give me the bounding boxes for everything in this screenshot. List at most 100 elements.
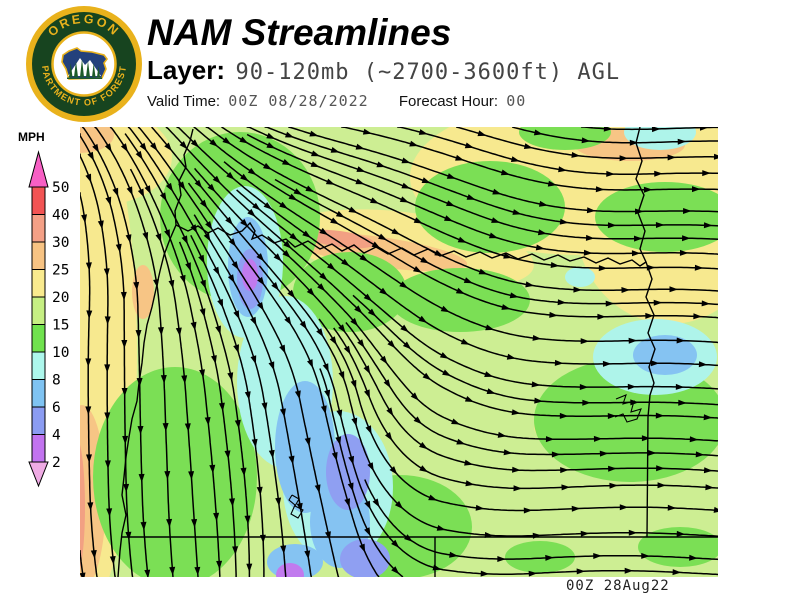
streamline-arrowhead <box>325 531 331 541</box>
streamline-arrowhead <box>234 419 241 429</box>
streamline-arrowhead <box>137 188 145 198</box>
streamline-arrowhead <box>348 455 354 465</box>
streamline-arrowhead <box>310 161 320 168</box>
legend-segment <box>31 296 46 325</box>
streamline-arrowhead <box>282 250 291 258</box>
streamline-arrowhead <box>561 484 571 491</box>
streamline <box>352 294 718 406</box>
columbia-river-border <box>175 221 647 267</box>
streamline-arrowhead <box>583 249 593 256</box>
streamline-arrowhead <box>153 279 159 288</box>
streamline-arrowhead <box>677 138 687 145</box>
map-canvas <box>80 127 718 577</box>
streamline-arrowhead <box>593 553 602 559</box>
streamline <box>319 368 404 577</box>
streamline-arrowhead <box>90 550 97 559</box>
streamline-arrowhead <box>672 569 682 576</box>
streamline-arrowhead <box>123 483 130 493</box>
odf-logo: OREGON DEPARTMENT OF FORESTRY <box>24 4 142 122</box>
legend-segment <box>31 186 46 215</box>
streamline-arrowhead <box>226 171 235 180</box>
streamline-arrowhead <box>120 143 128 153</box>
streamline-arrowhead <box>480 570 490 577</box>
streamline-arrowhead <box>512 466 521 473</box>
streamline-arrowhead <box>475 504 485 511</box>
streamline-arrowhead <box>376 161 386 168</box>
legend-tick-label: 40 <box>52 208 69 224</box>
streamline-arrowhead <box>492 188 502 195</box>
streamline-arrowhead <box>550 262 560 268</box>
streamline-arrowhead <box>324 389 331 399</box>
streamline-arrowhead <box>401 157 411 164</box>
streamline-arrowhead <box>635 208 644 215</box>
streamline-arrowhead <box>335 210 345 218</box>
valid-time-line: Valid Time: 00Z 08/28/2022 Forecast Hour… <box>147 92 620 110</box>
streamline-arrowhead <box>371 241 381 249</box>
streamline-arrowhead <box>218 402 225 412</box>
streamline-arrowhead <box>631 250 641 257</box>
streamline-arrowhead <box>85 262 92 271</box>
streamline-arrowhead <box>434 249 444 257</box>
streamline-arrowhead <box>503 449 513 456</box>
streamline-arrowhead <box>144 569 151 577</box>
streamline-arrowhead <box>280 545 287 555</box>
streamline-arrowhead <box>657 482 666 489</box>
streamline-arrowhead <box>497 556 506 562</box>
streamline-arrowhead <box>537 229 547 236</box>
streamline-arrowhead <box>289 232 298 241</box>
legend-tick-label: 4 <box>52 428 61 444</box>
streamline-arrowhead <box>92 143 99 153</box>
streamline-arrowhead <box>653 299 663 306</box>
streamline-arrowhead <box>137 426 144 435</box>
streamline <box>193 127 718 319</box>
streamline-arrowhead <box>650 360 660 367</box>
streamline-arrowhead <box>190 224 198 234</box>
streamline-arrowhead <box>305 185 315 192</box>
streamline-arrowhead <box>383 379 391 389</box>
legend-segment <box>31 214 46 243</box>
streamline-arrowhead <box>155 233 162 243</box>
streamline-arrowhead <box>605 300 615 307</box>
streamline-arrowhead <box>573 286 582 293</box>
streamline-arrowhead <box>679 249 689 256</box>
streamline-arrowhead <box>460 338 470 345</box>
streamline-arrowhead <box>190 321 197 331</box>
streamline-arrowhead <box>676 530 686 537</box>
streamline-arrowhead <box>247 208 256 217</box>
streamline-arrowhead <box>513 485 523 492</box>
streamline-arrowhead <box>641 552 650 559</box>
streamline-arrowhead <box>444 215 453 222</box>
streamline-arrowhead <box>511 409 521 416</box>
streamline-arrowhead <box>104 460 111 469</box>
streamline-arrowhead <box>133 281 140 291</box>
streamline-arrowhead <box>557 299 567 306</box>
streamline-arrowhead <box>695 451 705 458</box>
streamline-arrowhead <box>135 150 143 160</box>
streamline-arrowhead <box>523 143 533 149</box>
streamline-arrowhead <box>391 228 401 235</box>
streamline-arrowhead <box>593 435 603 442</box>
streamline-arrowhead <box>713 153 718 160</box>
streamline-arrowhead <box>356 166 366 172</box>
streamline-arrowhead <box>268 361 275 371</box>
streamline-arrowhead <box>560 467 569 474</box>
streamline <box>176 127 718 367</box>
legend-segment <box>31 269 46 298</box>
valid-time-label: Valid Time: <box>147 93 221 110</box>
page-title: NAM Streamlines <box>147 12 452 53</box>
streamline-arrowhead <box>646 264 656 271</box>
streamline-arrowhead <box>104 364 111 373</box>
legend-title: MPH <box>18 130 45 144</box>
streamline-arrowhead <box>347 482 354 492</box>
streamline-arrowhead <box>440 305 450 313</box>
streamline-arrowhead <box>582 399 591 406</box>
streamline-arrowhead <box>634 235 643 242</box>
streamline-arrowhead <box>329 336 337 346</box>
oregon-state-emblem <box>61 47 108 80</box>
streamline-arrowhead <box>112 187 119 197</box>
streamline-arrowhead <box>491 217 501 223</box>
streamline-arrowhead <box>421 177 431 184</box>
forecast-hour-value: 00 <box>506 92 527 110</box>
streamline-arrowhead <box>194 566 201 576</box>
se-lakes-outline <box>614 394 642 423</box>
